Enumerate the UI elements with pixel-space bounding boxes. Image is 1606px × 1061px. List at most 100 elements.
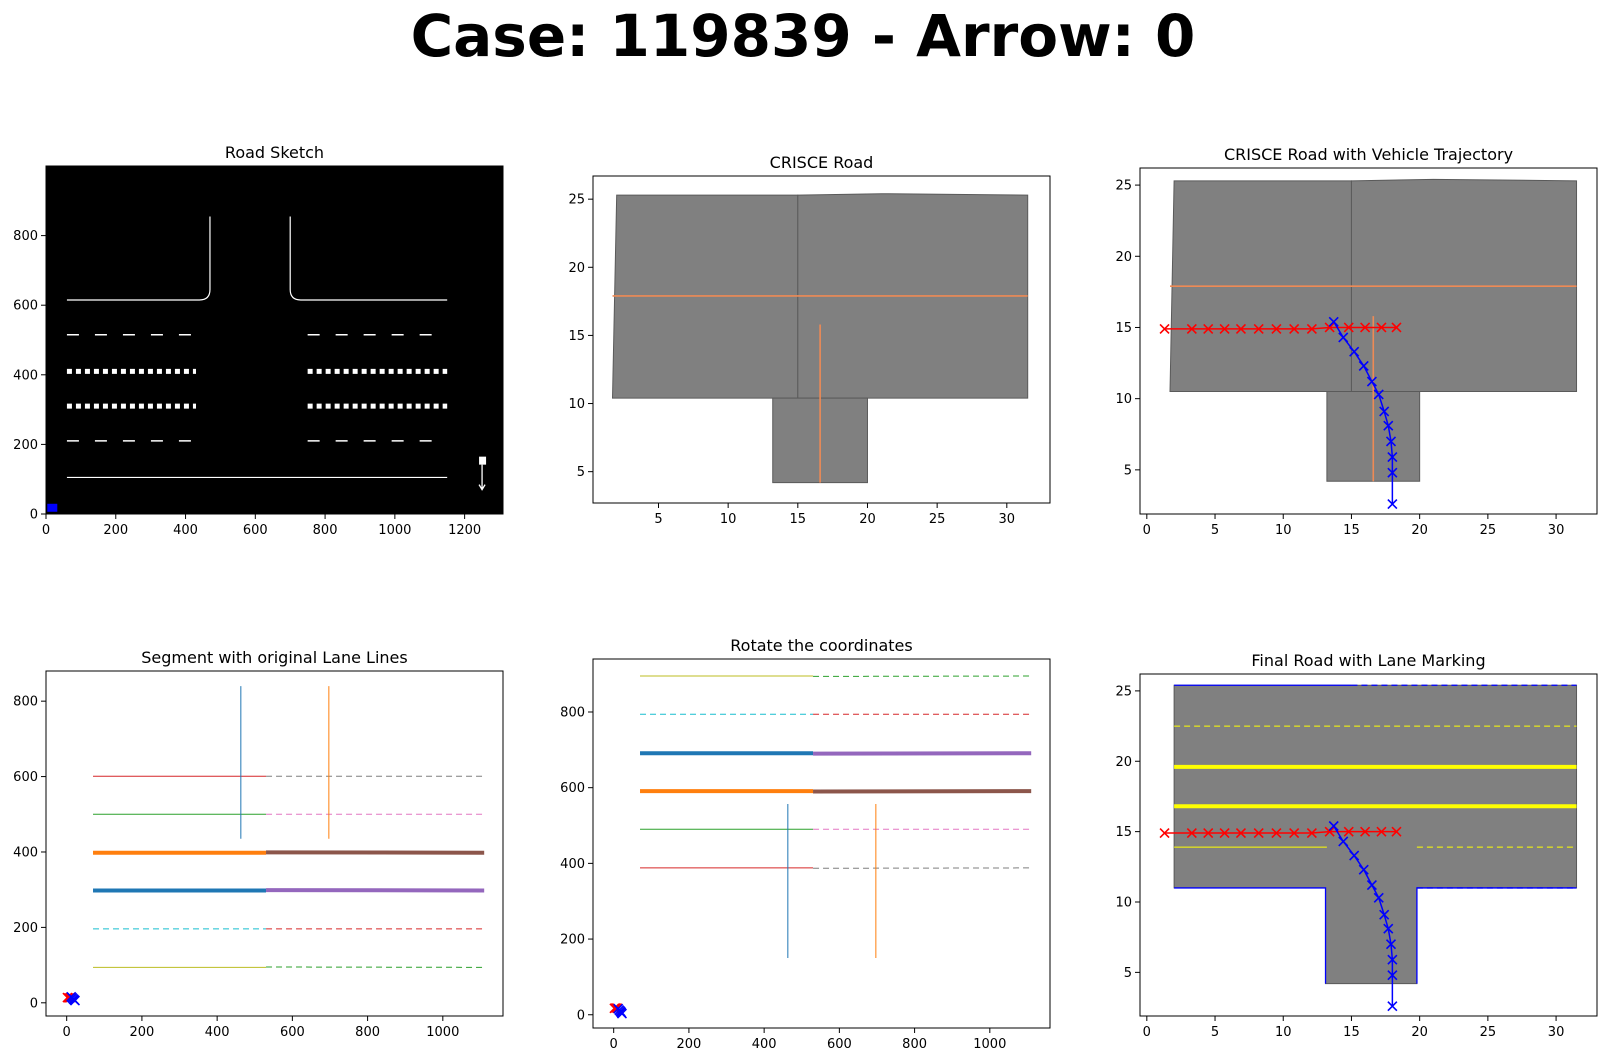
blue-trajectory-point bbox=[1385, 436, 1397, 447]
red-trajectory-point bbox=[1376, 826, 1387, 837]
red-trajectory-point bbox=[1159, 323, 1170, 334]
y-tick-label: 15 bbox=[568, 329, 585, 344]
x-tick-label: 1000 bbox=[973, 1037, 1006, 1052]
panel-title: CRISCE Road with Vehicle Trajectory bbox=[1224, 145, 1513, 164]
x-tick-label: 5 bbox=[1211, 1025, 1219, 1040]
blue-trajectory-point bbox=[1358, 864, 1369, 875]
axes-frame bbox=[45, 670, 504, 1017]
x-tick-label: 400 bbox=[752, 1037, 777, 1052]
panel-title: Final Road with Lane Marking bbox=[1251, 651, 1485, 670]
x-tick-label: 200 bbox=[676, 1037, 701, 1052]
blue-marker-point bbox=[69, 995, 81, 1006]
y-tick-label: 15 bbox=[1115, 825, 1132, 840]
y-tick-label: 200 bbox=[13, 921, 38, 936]
sketch-arrow-marker bbox=[479, 456, 487, 465]
x-tick-label: 25 bbox=[1480, 523, 1497, 538]
blue-trajectory-point bbox=[1338, 836, 1349, 847]
blue-trajectory-point bbox=[1385, 939, 1397, 950]
red-trajectory-point bbox=[1186, 323, 1197, 334]
x-tick-label: 20 bbox=[1411, 1025, 1428, 1040]
panel-4-plot-area bbox=[62, 686, 485, 1006]
y-tick-label: 5 bbox=[577, 465, 585, 480]
red-trajectory-point bbox=[1235, 323, 1247, 334]
blue-trajectory-point bbox=[1379, 909, 1390, 920]
red-trajectory-point bbox=[1289, 323, 1300, 334]
y-tick-label: 600 bbox=[13, 299, 38, 314]
panel-1-plot-area bbox=[46, 166, 503, 514]
panel-6-plot-area bbox=[1159, 684, 1578, 1012]
red-trajectory-point bbox=[1343, 826, 1354, 837]
blue-trajectory-point bbox=[1379, 406, 1390, 417]
panel-6: 0 5 10 15 20 25 30 5 10 15 20 25 Final Road with Lan… bbox=[1115, 651, 1598, 1040]
axes-frame bbox=[592, 175, 1051, 504]
x-tick-label: 800 bbox=[313, 523, 338, 538]
y-tick-label: 5 bbox=[1124, 966, 1132, 981]
panel-3-plot-area bbox=[1159, 178, 1578, 510]
blue-trajectory-point bbox=[1373, 892, 1384, 903]
y-tick-label: 200 bbox=[560, 933, 585, 948]
panel-5-plot-area bbox=[609, 675, 1032, 1019]
x-tick-label: 10 bbox=[1275, 1025, 1292, 1040]
x-tick-label: 0 bbox=[610, 1037, 618, 1052]
axes-frame bbox=[1139, 673, 1598, 1017]
x-tick-label: 30 bbox=[1548, 523, 1565, 538]
red-trajectory-point bbox=[1159, 827, 1170, 839]
x-tick-label: 600 bbox=[243, 523, 268, 538]
blue-trajectory-point bbox=[1349, 346, 1360, 357]
road-boundary bbox=[1174, 887, 1327, 984]
x-tick-label: 400 bbox=[205, 1025, 230, 1040]
x-tick-label: 10 bbox=[1275, 523, 1292, 538]
red-trajectory-point bbox=[1219, 323, 1230, 334]
x-tick-label: 600 bbox=[827, 1037, 852, 1052]
x-tick-label: 400 bbox=[173, 523, 198, 538]
x-tick-label: 30 bbox=[999, 512, 1016, 527]
x-tick-label: 1200 bbox=[448, 523, 481, 538]
figure-title: Case: 119839 - Arrow: 0 bbox=[410, 2, 1196, 70]
y-tick-label: 800 bbox=[13, 695, 38, 710]
red-trajectory-point bbox=[1360, 322, 1371, 333]
panel-title: CRISCE Road bbox=[770, 153, 874, 172]
y-tick-label: 600 bbox=[560, 781, 585, 796]
x-tick-label: 25 bbox=[929, 512, 946, 527]
x-tick-label: 200 bbox=[103, 523, 128, 538]
blue-trajectory-point bbox=[1373, 389, 1384, 400]
blue-trajectory-point bbox=[1387, 970, 1398, 981]
blue-trajectory-point bbox=[1358, 360, 1369, 371]
sketch-arrow bbox=[478, 464, 486, 491]
blue-trajectory-point bbox=[1366, 376, 1377, 387]
blue-trajectory-point bbox=[1383, 923, 1394, 934]
blue-marker-point bbox=[616, 1008, 628, 1019]
panel-3: 0 5 10 15 20 25 30 5 10 15 20 25 CRISCE Road with Ve… bbox=[1115, 145, 1598, 538]
x-tick-label: 15 bbox=[790, 512, 807, 527]
red-trajectory-point bbox=[1253, 323, 1264, 334]
y-tick-label: 400 bbox=[13, 845, 38, 860]
x-tick-label: 800 bbox=[355, 1025, 380, 1040]
red-trajectory-point bbox=[1391, 322, 1402, 333]
blue-trajectory-point bbox=[1338, 332, 1349, 343]
y-tick-label: 0 bbox=[30, 996, 38, 1011]
blue-trajectory-point bbox=[1366, 880, 1377, 891]
x-tick-label: 0 bbox=[63, 1025, 71, 1040]
x-tick-label: 5 bbox=[654, 512, 662, 527]
panel-5: 0 200 400 600 800 1000 0 200 400 600 800 Rotate the… bbox=[560, 636, 1051, 1052]
red-trajectory-line bbox=[1164, 830, 1397, 834]
x-tick-label: 20 bbox=[1411, 523, 1428, 538]
x-tick-label: 30 bbox=[1548, 1025, 1565, 1040]
y-tick-label: 0 bbox=[577, 1008, 585, 1023]
y-tick-label: 10 bbox=[1115, 392, 1132, 407]
red-trajectory-point bbox=[1391, 826, 1402, 837]
panel-4: 0 200 400 600 800 1000 0 200 400 600 800 Segment wi… bbox=[13, 648, 504, 1040]
red-trajectory-point bbox=[1360, 826, 1371, 837]
y-tick-label: 25 bbox=[1115, 179, 1132, 194]
x-tick-label: 800 bbox=[902, 1037, 927, 1052]
axes-frame bbox=[1139, 167, 1598, 515]
sketch-background bbox=[46, 166, 503, 514]
x-tick-label: 600 bbox=[280, 1025, 305, 1040]
blue-trajectory-point bbox=[1383, 420, 1394, 431]
panel-title: Rotate the coordinates bbox=[730, 636, 912, 655]
y-tick-label: 800 bbox=[560, 705, 585, 720]
y-tick-label: 10 bbox=[568, 397, 585, 412]
x-tick-label: 200 bbox=[129, 1025, 154, 1040]
panel-2: 5 10 15 20 25 30 5 10 15 20 25 CRISCE Road bbox=[568, 153, 1051, 527]
